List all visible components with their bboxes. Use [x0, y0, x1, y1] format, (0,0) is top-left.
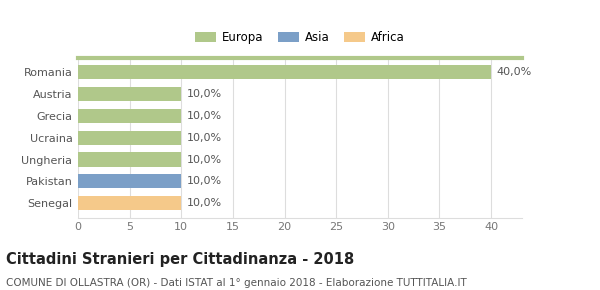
Bar	[78, 153, 181, 167]
Text: 10,0%: 10,0%	[187, 133, 221, 143]
Legend: Europa, Asia, Africa: Europa, Asia, Africa	[193, 29, 407, 46]
Text: 10,0%: 10,0%	[187, 155, 221, 164]
Text: COMUNE DI OLLASTRA (OR) - Dati ISTAT al 1° gennaio 2018 - Elaborazione TUTTITALI: COMUNE DI OLLASTRA (OR) - Dati ISTAT al …	[6, 278, 467, 288]
Text: Cittadini Stranieri per Cittadinanza - 2018: Cittadini Stranieri per Cittadinanza - 2…	[6, 252, 354, 267]
Text: 10,0%: 10,0%	[187, 198, 221, 208]
Text: 10,0%: 10,0%	[187, 111, 221, 121]
Bar	[78, 109, 181, 123]
Text: 10,0%: 10,0%	[187, 89, 221, 99]
Bar	[78, 196, 181, 210]
Bar	[78, 87, 181, 101]
Bar	[78, 65, 491, 79]
Text: 10,0%: 10,0%	[187, 176, 221, 186]
Bar	[78, 131, 181, 145]
Text: 40,0%: 40,0%	[496, 67, 532, 77]
Bar	[78, 174, 181, 188]
